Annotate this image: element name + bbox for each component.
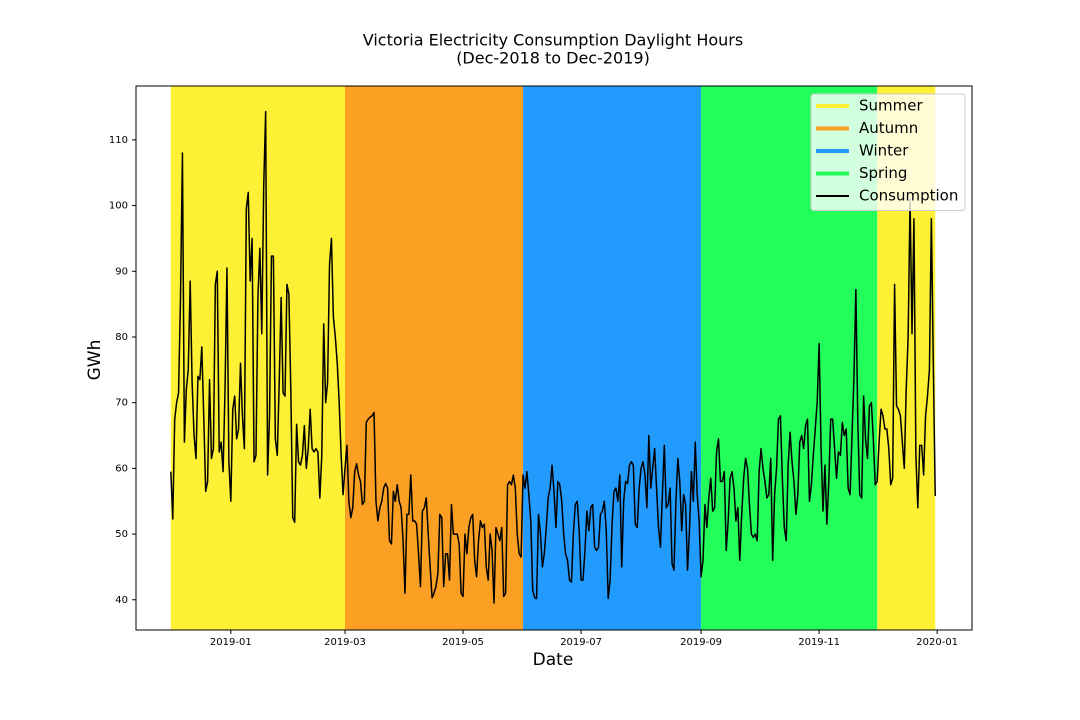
x-tick-label: 2019-11 bbox=[798, 637, 840, 648]
data-line bbox=[170, 110, 936, 604]
x-tick-label: 2019-07 bbox=[560, 637, 602, 648]
legend-label: Winter bbox=[859, 142, 909, 160]
y-tick-label: 50 bbox=[115, 529, 128, 540]
y-tick-label: 60 bbox=[115, 463, 128, 474]
legend-label: Consumption bbox=[859, 187, 958, 205]
season-band bbox=[345, 86, 524, 630]
plot-area: 40 50 60 70 80 90 100 110 2019-01 2019-03 2019-05 2… bbox=[109, 85, 973, 648]
legend: Summer Autumn Winter Spring Consumption bbox=[810, 93, 966, 211]
legend-label: Autumn bbox=[859, 119, 918, 137]
x-tick-label: 2020-01 bbox=[916, 637, 958, 648]
legend-label: Spring bbox=[859, 164, 907, 182]
legend-label: Summer bbox=[859, 97, 923, 115]
y-tick-label: 90 bbox=[115, 266, 128, 277]
chart-title: Victoria Electricity Consumption Dayligh… bbox=[363, 31, 743, 50]
y-tick-label: 80 bbox=[115, 332, 128, 343]
y-tick-label: 40 bbox=[115, 595, 128, 606]
x-tick-label: 2019-05 bbox=[442, 637, 484, 648]
legend-box bbox=[810, 93, 966, 211]
y-tick-label: 110 bbox=[109, 135, 128, 146]
x-tick-label: 2019-01 bbox=[210, 637, 252, 648]
y-tick-label: 100 bbox=[109, 201, 128, 212]
x-tick-label: 2019-09 bbox=[680, 637, 722, 648]
axes-frame bbox=[135, 85, 973, 631]
x-axis-label: Date bbox=[533, 650, 574, 670]
y-axis-label: GWh bbox=[85, 340, 105, 381]
y-tick-label: 70 bbox=[115, 398, 128, 409]
x-tick-label: 2019-03 bbox=[324, 637, 366, 648]
chart-subtitle: (Dec-2018 to Dec-2019) bbox=[456, 49, 650, 68]
